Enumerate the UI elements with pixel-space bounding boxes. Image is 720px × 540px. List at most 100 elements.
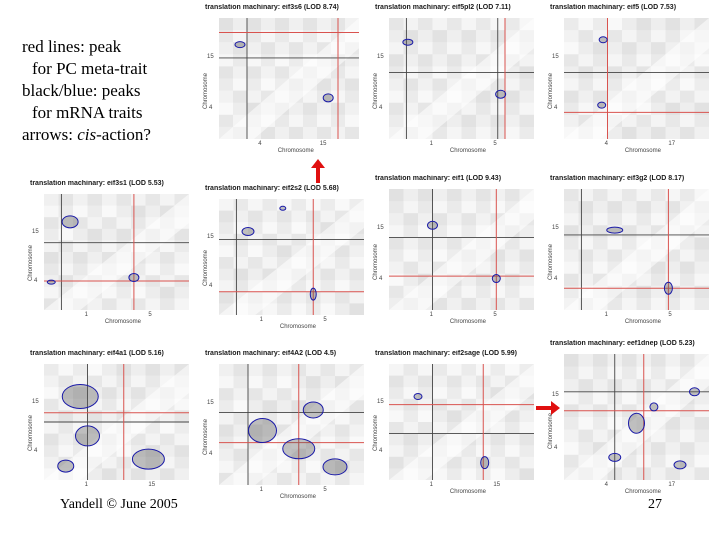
heatmap-cell bbox=[564, 54, 579, 67]
heatmap-cell bbox=[665, 467, 681, 480]
heatmap-cell bbox=[432, 375, 448, 388]
footer-page-number: 27 bbox=[648, 497, 662, 512]
peak-contour bbox=[61, 383, 99, 409]
heatmap-cell bbox=[519, 410, 534, 423]
heatmap-cell bbox=[505, 422, 520, 435]
heatmap-cell bbox=[277, 400, 292, 413]
heatmap-cell bbox=[622, 54, 637, 67]
heatmap-cell bbox=[636, 114, 652, 128]
heatmap-cell bbox=[578, 237, 594, 250]
heatmap-cell bbox=[349, 280, 364, 293]
legend-line-2: for PC meta-trait bbox=[32, 59, 148, 78]
x-tick-label: 15 bbox=[148, 482, 156, 488]
heatmap-cell bbox=[461, 273, 477, 287]
heatmap-cell bbox=[160, 422, 175, 435]
heatmap-cell bbox=[519, 273, 534, 287]
heatmap-cell bbox=[275, 30, 290, 43]
heatmap-cell bbox=[403, 18, 419, 31]
heatmap-cell bbox=[389, 18, 404, 31]
heatmap-cell bbox=[58, 228, 74, 241]
heatmap-cell bbox=[174, 456, 189, 469]
heatmap-cell bbox=[418, 261, 433, 275]
heatmap-cell bbox=[145, 298, 161, 310]
heatmap-cell bbox=[87, 205, 103, 218]
peak-shadow bbox=[480, 456, 489, 469]
heatmap-panel: translation machinary: eif2s2 (LOD 5.68)… bbox=[203, 185, 370, 335]
panel-title: translation machinary: eif3s6 (LOD 8.74) bbox=[205, 4, 339, 11]
x-tick-label: 5 bbox=[493, 141, 497, 147]
heatmap-cell bbox=[303, 18, 318, 31]
peak-shadow bbox=[664, 282, 673, 295]
y-tick-label: 15 bbox=[32, 398, 39, 405]
heatmap-cell bbox=[87, 468, 103, 480]
y-axis-label: Chromosome bbox=[373, 243, 379, 280]
heatmap-cell bbox=[233, 412, 249, 425]
heatmap-cell bbox=[317, 78, 332, 92]
heatmap-cell bbox=[665, 189, 681, 202]
heatmap-cell bbox=[418, 237, 433, 250]
peak-contour bbox=[309, 287, 317, 301]
heatmap-cell bbox=[622, 467, 637, 480]
heatmap-cell bbox=[58, 263, 74, 276]
heatmap-cell bbox=[145, 364, 161, 377]
peak-shadow bbox=[597, 102, 606, 109]
heatmap-cell bbox=[87, 398, 103, 411]
heatmap-cell bbox=[219, 291, 234, 304]
heatmap-cell bbox=[505, 114, 520, 128]
heatmap-cell bbox=[490, 297, 506, 310]
heatmap-cell bbox=[578, 42, 594, 55]
heatmap-cell bbox=[87, 410, 103, 423]
heatmap-cell bbox=[403, 387, 419, 400]
heatmap-cell bbox=[636, 18, 652, 31]
heatmap-cell bbox=[389, 225, 404, 238]
heatmap-cell bbox=[116, 298, 132, 310]
heatmap-cell bbox=[665, 201, 681, 214]
peak-shadow bbox=[132, 449, 165, 470]
heatmap-cell bbox=[102, 240, 117, 253]
heatmap-cell bbox=[277, 460, 292, 474]
heatmap-cell bbox=[461, 445, 477, 458]
heatmap-cell bbox=[461, 387, 477, 400]
heatmap-cell bbox=[219, 268, 234, 281]
heatmap-cell bbox=[564, 90, 579, 104]
heatmap-cell bbox=[116, 286, 132, 299]
heatmap-cell bbox=[680, 261, 695, 275]
heatmap-cell bbox=[219, 448, 234, 462]
heatmap-cell bbox=[651, 379, 666, 393]
heatmap-cell bbox=[160, 194, 175, 207]
legend-line-1: red lines: peak bbox=[22, 37, 122, 56]
heatmap-cell bbox=[233, 448, 249, 462]
heatmap-cell bbox=[349, 303, 364, 315]
heatmap-cell bbox=[607, 201, 623, 214]
heatmap-cell bbox=[73, 364, 88, 377]
x-tick-label: 4 bbox=[258, 141, 262, 147]
heatmap-cell bbox=[665, 417, 681, 431]
heatmap-cell bbox=[622, 201, 637, 214]
x-axis-label: Chromosome bbox=[624, 319, 661, 325]
legend-line-5-prefix: arrows: bbox=[22, 125, 78, 144]
heatmap-cell bbox=[131, 456, 146, 469]
heatmap-cell bbox=[607, 54, 623, 67]
heatmap-cell bbox=[461, 18, 477, 31]
heatmap-cell bbox=[505, 261, 520, 275]
heatmap-cell bbox=[578, 201, 594, 214]
heatmap-cell bbox=[73, 194, 88, 207]
panel-title: translation machinary: eif3g2 (LOD 8.17) bbox=[550, 175, 685, 182]
heatmap-cell bbox=[505, 468, 520, 480]
heatmap-cell bbox=[636, 42, 652, 55]
heatmap-cell bbox=[145, 468, 161, 480]
peak-shadow bbox=[75, 425, 100, 446]
heatmap-cell bbox=[403, 364, 419, 377]
heatmap-cell bbox=[262, 388, 278, 401]
x-tick-label: 5 bbox=[323, 317, 327, 323]
heatmap-cell bbox=[564, 249, 579, 263]
heatmap-cell bbox=[636, 201, 652, 214]
heatmap-cell bbox=[578, 354, 594, 368]
heatmap-plot bbox=[44, 364, 189, 480]
heatmap-cell bbox=[461, 114, 477, 128]
heatmap-cell bbox=[160, 364, 175, 377]
heatmap-cell bbox=[145, 375, 161, 388]
y-tick-label: 15 bbox=[552, 225, 559, 232]
x-tick-label: 5 bbox=[493, 312, 497, 318]
heatmap-cell bbox=[476, 213, 491, 226]
